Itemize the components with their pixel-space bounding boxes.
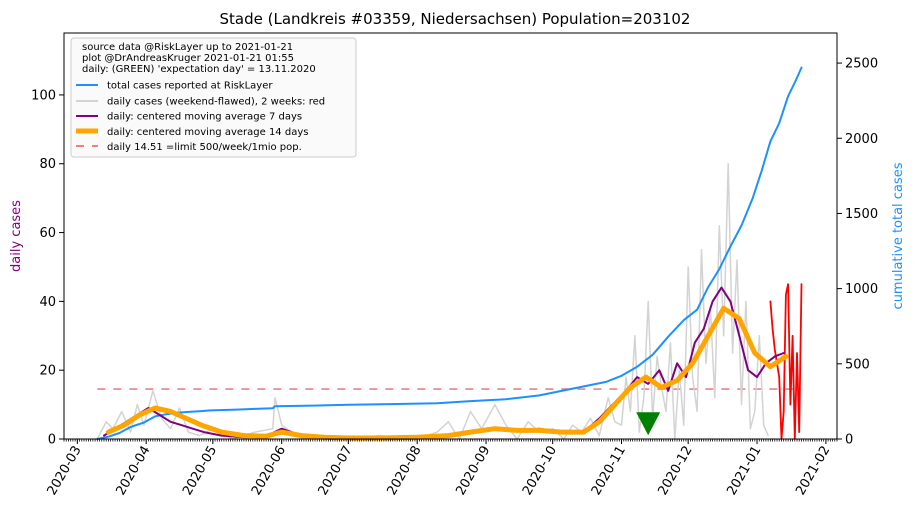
y-left-tick-label: 40 [39,295,56,310]
y-axis-right-label: cumulative total cases [891,162,906,309]
y-left-tick-label: 100 [31,88,56,103]
chart-title: Stade (Landkreis #03359, Niedersachsen) … [220,10,691,28]
y-right-tick-label: 1500 [845,207,878,222]
y-left-tick-label: 60 [39,226,56,241]
y-right-tick-label: 2500 [845,57,878,72]
y-left-tick-label: 0 [48,433,56,448]
legend-label-avg7: daily: centered moving average 7 days [107,112,302,123]
y-right-tick-label: 1000 [845,282,878,297]
y-right-tick-label: 2000 [845,132,878,147]
legend-label-daily-raw: daily cases (weekend-flawed), 2 weeks: r… [107,97,325,108]
legend-note-1: source data @RiskLayer up to 2021-01-21 [82,42,293,53]
y-left-tick-label: 20 [39,364,56,379]
series-avg14-line [105,305,789,441]
legend-note-2: plot @DrAndreasKruger 2021-01-21 01:55 [82,53,294,64]
y-axis-left-label: daily cases [9,200,24,272]
y-right-tick-label: 500 [845,357,870,372]
legend-label-cumulative: total cases reported at RiskLayer [107,81,273,92]
expectation-day-marker [636,412,661,436]
y-right-tick-label: 0 [845,433,853,448]
legend-label-avg14: daily: centered moving average 14 days [107,127,308,138]
legend-note-3: daily: (GREEN) 'expectation day' = 13.11… [82,64,316,75]
legend-box [70,37,357,158]
y-left-tick-label: 80 [39,157,56,172]
legend: source data @RiskLayer up to 2021-01-21 … [70,37,357,158]
series-layer [96,66,803,441]
legend-label-limit: daily 14.51 =limit 500/week/1mio pop. [107,142,302,153]
series-last-2-weeks-line [769,283,803,440]
